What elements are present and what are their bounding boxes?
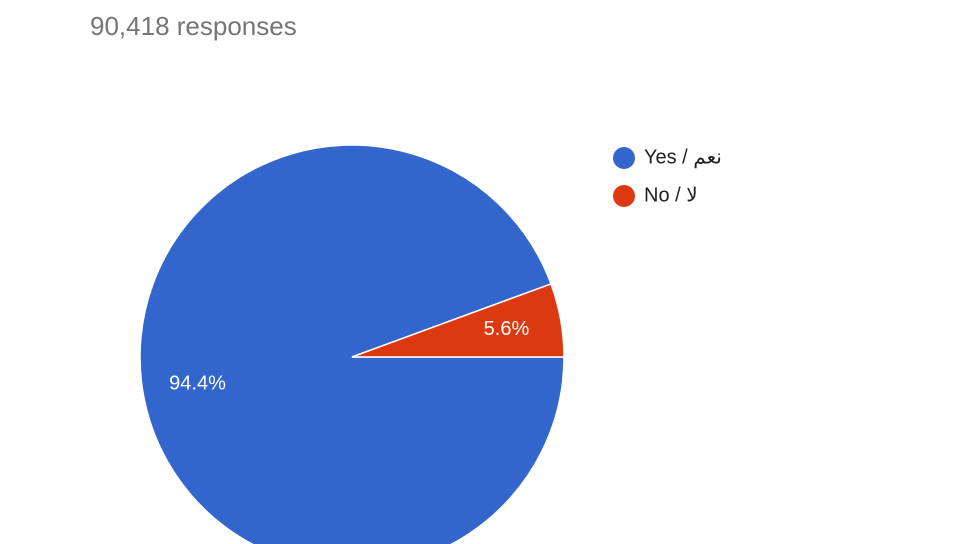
pie-slice: [139, 144, 565, 544]
pie-slice: [351, 282, 565, 358]
legend-label: Yes / نعم: [644, 146, 722, 168]
legend-label: No / لا: [644, 184, 698, 206]
legend-marker: [613, 185, 635, 207]
slice-label: 94.4%: [169, 373, 226, 395]
slice-label: 5.6%: [484, 318, 530, 340]
legend-marker: [613, 147, 635, 169]
chart-subtitle: 90,418 responses: [90, 11, 297, 41]
